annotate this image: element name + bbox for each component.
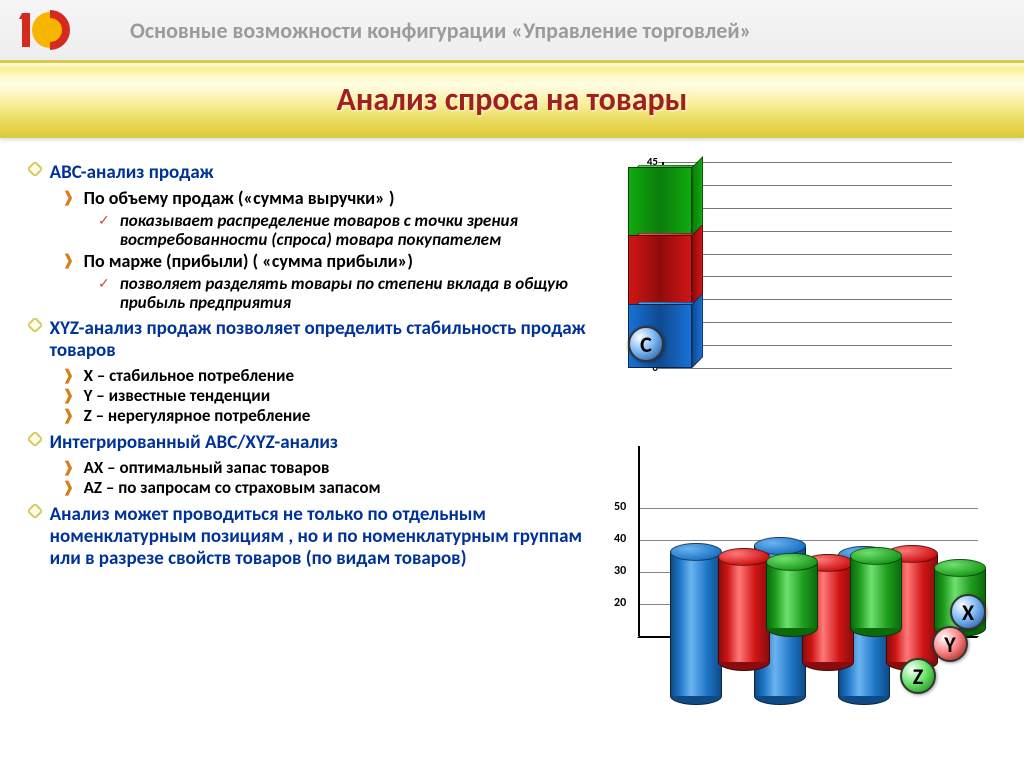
bullet-text: По объему продаж («сумма выручки» ) <box>84 188 604 209</box>
bullet-text: Z – нерегулярное потребление <box>84 406 604 426</box>
bullet-text: Анализ может проводиться не только по от… <box>50 504 610 570</box>
bullet-text: X – стабильное потребление <box>84 366 604 386</box>
bullet-analysis-scope: Анализ может проводиться не только по от… <box>28 504 616 570</box>
page-title: Анализ спроса на товары <box>337 80 688 119</box>
y-tick-label: 40 <box>614 532 626 546</box>
cylinder-Y-0 <box>718 557 770 662</box>
header-subtitle: Основные возможности конфигурации «Управ… <box>130 17 751 44</box>
bullet-abc: ABC-анализ продаж <box>28 162 616 184</box>
bullet-text: Интегрированный ABC/XYZ-анализ <box>50 432 610 454</box>
bullet-int-ax: ❱ AX – оптимальный запас товаров <box>62 458 616 478</box>
bullet-xyz-y: ❱ Y – известные тенденции <box>62 386 616 406</box>
bullet-xyz: XYZ-анализ продаж позволяет определить с… <box>28 318 616 362</box>
bullet-text: XYZ-анализ продаж позволяет определить с… <box>50 318 610 362</box>
badge-X: X <box>950 594 986 630</box>
cylinder-Z-0 <box>766 562 818 628</box>
title-bar: Анализ спроса на товары <box>0 60 1024 138</box>
xyz-cylinder-chart: 20 30 40 50 XYZ <box>600 426 1000 716</box>
bullet-integrated: Интегрированный ABC/XYZ-анализ <box>28 432 616 454</box>
bullet-abc-margin-desc: ✓ позволяет разделять товары по степени … <box>98 274 616 312</box>
bullet-xyz-x: ❱ X – стабильное потребление <box>62 366 616 386</box>
arrow-icon: ❱ <box>62 406 80 426</box>
bullet-text: AZ – по запросам со страховым запасом <box>84 478 604 498</box>
check-icon: ✓ <box>98 211 116 230</box>
badge-C: C <box>628 326 664 362</box>
abc-bar-chart: 051015202530354045ABC <box>628 156 958 386</box>
arrow-icon: ❱ <box>62 386 80 406</box>
arrow-icon: ❱ <box>62 251 80 272</box>
y-tick-label: 30 <box>614 564 626 578</box>
y-tick-label: 20 <box>614 596 626 610</box>
bullet-text: показывает распределение товаров с точки… <box>120 211 606 249</box>
bullet-abc-volume: ❱ По объему продаж («сумма выручки» ) <box>62 188 616 209</box>
bullet-xyz-z: ❱ Z – нерегулярное потребление <box>62 406 616 426</box>
bullet-text: По марже (прибыли) ( «сумма прибыли») <box>84 251 604 272</box>
arrow-icon: ❱ <box>62 458 80 478</box>
bullet-text: позволяет разделять товары по степени вк… <box>120 274 606 312</box>
bullet-int-az: ❱ AZ – по запросам со страховым запасом <box>62 478 616 498</box>
chart-column: 051015202530354045ABC 20304050XYZ <box>628 156 988 574</box>
diamond-icon <box>28 504 46 526</box>
header-bar: Основные возможности конфигурации «Управ… <box>0 0 1024 60</box>
arrow-icon: ❱ <box>62 366 80 386</box>
diamond-icon <box>28 432 46 454</box>
bullet-abc-volume-desc: ✓ показывает распределение товаров с точ… <box>98 211 616 249</box>
bullet-text: AX – оптимальный запас товаров <box>84 458 604 478</box>
bullet-abc-margin: ❱ По марже (прибыли) ( «сумма прибыли») <box>62 251 616 272</box>
cylinder-Z-1 <box>850 556 902 628</box>
bullet-text: Y – известные тенденции <box>84 386 604 406</box>
logo-1c <box>18 7 70 53</box>
y-tick-label: 50 <box>614 500 626 514</box>
cylinder-X-0 <box>670 552 722 696</box>
bullet-text: ABC-анализ продаж <box>50 162 610 184</box>
diamond-icon <box>28 162 46 184</box>
content-area: ABC-анализ продаж ❱ По объему продаж («с… <box>0 138 1024 574</box>
check-icon: ✓ <box>98 274 116 293</box>
arrow-icon: ❱ <box>62 478 80 498</box>
badge-Z: Z <box>900 658 936 694</box>
arrow-icon: ❱ <box>62 188 80 209</box>
diamond-icon <box>28 318 46 340</box>
badge-Y: Y <box>932 626 968 662</box>
text-column: ABC-анализ продаж ❱ По объему продаж («с… <box>28 156 616 574</box>
